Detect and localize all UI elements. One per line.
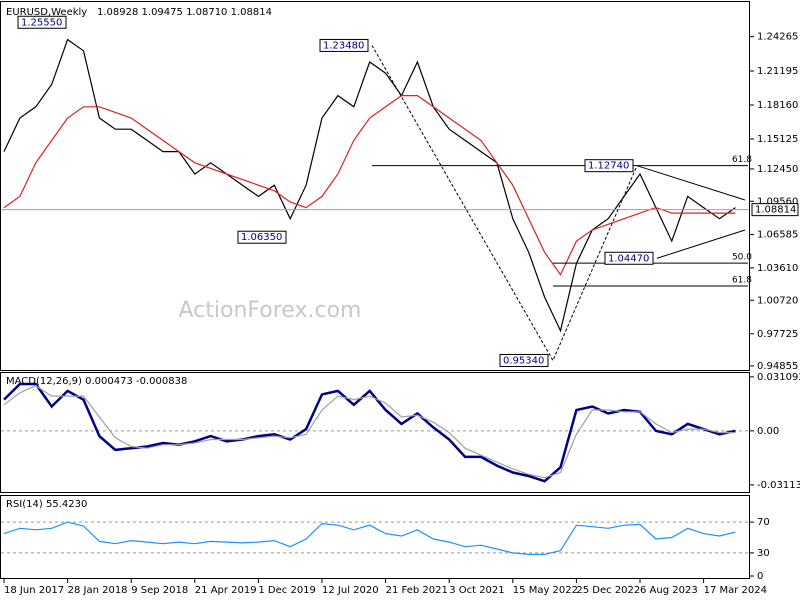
y-tick-label: 1.15125 [757,134,798,145]
x-tick-label: 18 Jun 2017 [4,585,64,596]
annotation-label: 1.06350 [241,232,282,243]
x-tick-label: 12 Jul 2020 [322,585,379,596]
x-tick-label: 21 Feb 2021 [386,585,448,596]
x-tick-label: 1 Dec 2019 [258,585,316,596]
y-tick-label: 0.00 [757,426,779,437]
macd-title: MACD(12,26,9) 0.000473 -0.000838 [6,376,187,387]
y-tick-label: -0.031134 [757,480,800,491]
y-tick-label: 1.21195 [757,66,798,77]
annotation-label: 1.23480 [323,40,364,51]
last-price-label: 1.08814 [755,205,796,216]
annotation-box [499,353,549,367]
series-line [3,385,736,479]
x-tick-label: 25 Dec 2022 [576,585,640,596]
x-tick-label: 9 Sep 2018 [131,585,188,596]
annotation-box [237,230,287,244]
x-tick-label: 15 May 2022 [513,585,578,596]
trend-line [371,45,638,362]
series-line [3,521,736,555]
chart-subtitle: 1.08928 1.09475 1.08710 1.08814 [97,7,272,18]
x-tick-label: 17 Mar 2024 [704,585,767,596]
series-line [3,38,736,333]
fib-label: 50.0 [732,253,752,263]
annotation-label: 1.04470 [608,253,649,264]
annotation-label: 1.12740 [588,161,629,172]
y-tick-label: 0 [757,571,763,582]
macd-panel [0,372,750,493]
x-tick-label: 3 Oct 2021 [449,585,504,596]
annotation-box [584,159,634,173]
price-panel [0,1,750,371]
annotation-label: 0.95340 [503,355,544,366]
triangle-lower [656,229,746,259]
triangle-upper [636,165,746,201]
y-tick-label: 1.12450 [757,164,798,175]
rsi-title: RSI(14) 55.4230 [6,499,87,510]
y-tick-label: 1.00720 [757,295,798,306]
rsi-panel [0,495,750,579]
x-tick-label: 6 Aug 2023 [640,585,698,596]
y-tick-label: 1.24265 [757,32,798,43]
y-tick-label: 0.94855 [757,361,798,372]
chart-title: EURUSD,Weekly [6,7,87,18]
annotation-box [319,38,369,52]
y-tick-label: 1.03610 [757,263,798,274]
annotation-box [604,251,654,265]
y-tick-label: 0.031092 [757,372,800,383]
y-tick-label: 1.18160 [757,100,798,111]
fib-label: 61.8 [732,155,752,165]
y-tick-label: 70 [757,517,770,528]
watermark: ActionForex.com [179,298,362,323]
series-line [3,95,736,276]
fib-label: 61.8 [732,276,752,286]
y-tick-label: 1.09560 [757,196,798,207]
x-tick-label: 21 Apr 2019 [195,585,257,596]
y-tick-label: 1.06585 [757,230,798,241]
series-line [3,382,736,483]
annotation-label: 1.25550 [21,17,62,28]
y-tick-label: 30 [757,548,770,559]
y-tick-label: 0.97725 [757,329,798,340]
x-tick-label: 28 Jan 2018 [68,585,128,596]
last-price-box [751,203,799,217]
annotation-box [17,15,67,29]
